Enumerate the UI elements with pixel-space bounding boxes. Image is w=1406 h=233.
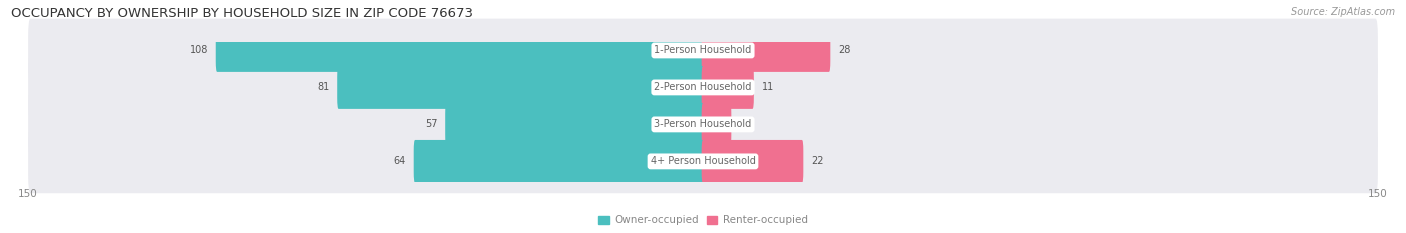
Text: 1-Person Household: 1-Person Household [654,45,752,55]
FancyBboxPatch shape [28,93,1378,156]
Text: 3-Person Household: 3-Person Household [654,120,752,129]
Text: OCCUPANCY BY OWNERSHIP BY HOUSEHOLD SIZE IN ZIP CODE 76673: OCCUPANCY BY OWNERSHIP BY HOUSEHOLD SIZE… [11,7,474,20]
Text: 57: 57 [425,120,437,129]
Text: 11: 11 [762,82,773,93]
Text: 81: 81 [318,82,329,93]
Text: 4+ Person Household: 4+ Person Household [651,156,755,166]
FancyBboxPatch shape [702,103,731,146]
FancyBboxPatch shape [28,56,1378,119]
Legend: Owner-occupied, Renter-occupied: Owner-occupied, Renter-occupied [595,211,811,230]
FancyBboxPatch shape [28,130,1378,193]
Text: 28: 28 [838,45,851,55]
FancyBboxPatch shape [702,66,754,109]
FancyBboxPatch shape [446,103,704,146]
FancyBboxPatch shape [28,19,1378,82]
Text: 108: 108 [190,45,208,55]
FancyBboxPatch shape [702,140,803,183]
Text: 64: 64 [394,156,406,166]
FancyBboxPatch shape [337,66,704,109]
FancyBboxPatch shape [215,29,704,72]
Text: 2-Person Household: 2-Person Household [654,82,752,93]
FancyBboxPatch shape [413,140,704,183]
Text: 22: 22 [811,156,824,166]
Text: 6: 6 [740,120,745,129]
FancyBboxPatch shape [702,29,831,72]
Text: Source: ZipAtlas.com: Source: ZipAtlas.com [1291,7,1395,17]
